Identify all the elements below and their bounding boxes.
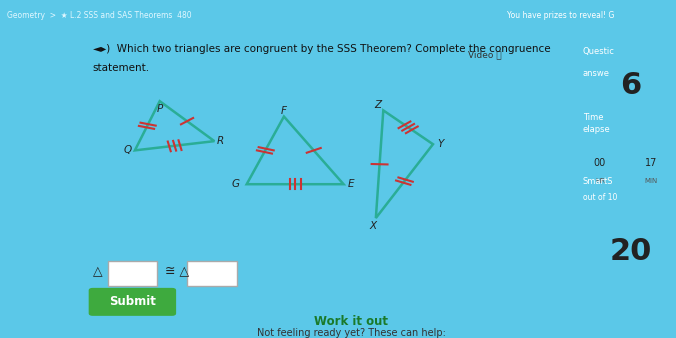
Text: Submit: Submit [109, 295, 156, 308]
Text: Video ⓓ: Video ⓓ [468, 50, 502, 59]
Text: Geometry  >  ★ L.2 SSS and SAS Theorems  480: Geometry > ★ L.2 SSS and SAS Theorems 48… [7, 11, 191, 20]
Text: Not feeling ready yet? These can help:: Not feeling ready yet? These can help: [257, 329, 445, 338]
Text: 17: 17 [644, 158, 657, 168]
Text: X: X [370, 221, 377, 231]
Text: answe: answe [583, 69, 610, 77]
Text: 00: 00 [594, 158, 606, 168]
Text: SmartS: SmartS [583, 177, 613, 186]
FancyBboxPatch shape [187, 261, 237, 286]
Text: You have prizes to reveal! G: You have prizes to reveal! G [507, 11, 614, 20]
Text: 6: 6 [620, 71, 641, 100]
Text: P: P [157, 104, 163, 114]
FancyBboxPatch shape [89, 288, 176, 316]
Text: elapse: elapse [583, 125, 610, 134]
Text: Q: Q [124, 145, 132, 155]
Text: out of 10: out of 10 [583, 193, 617, 202]
Text: R: R [217, 136, 224, 146]
Text: △: △ [93, 265, 102, 279]
Text: Z: Z [374, 100, 381, 110]
Text: Y: Y [437, 139, 443, 149]
Text: Questic: Questic [583, 47, 614, 56]
Text: 20: 20 [609, 237, 652, 266]
Text: E: E [347, 179, 354, 189]
Text: ◄▸)  Which two triangles are congruent by the SSS Theorem? Complete the congruen: ◄▸) Which two triangles are congruent by… [93, 44, 550, 54]
Text: HR: HR [595, 178, 605, 184]
Text: ≅ △: ≅ △ [165, 265, 189, 279]
Text: statement.: statement. [93, 63, 150, 73]
Text: Time: Time [583, 113, 603, 122]
Text: F: F [281, 106, 287, 116]
Text: MIN: MIN [644, 178, 657, 184]
FancyBboxPatch shape [107, 261, 158, 286]
Text: G: G [232, 179, 240, 189]
Text: Work it out: Work it out [314, 315, 388, 328]
